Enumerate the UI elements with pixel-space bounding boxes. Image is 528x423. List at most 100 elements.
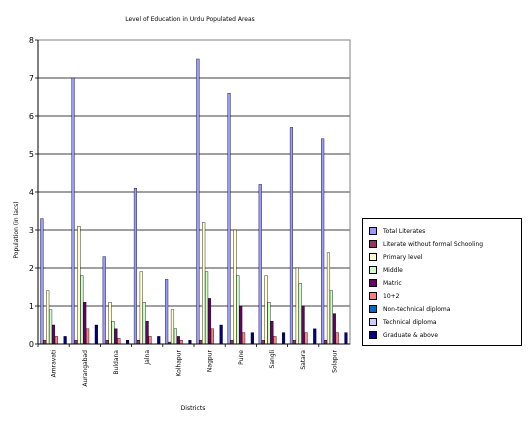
bar bbox=[202, 222, 206, 345]
y-tick-label: 0 bbox=[29, 340, 34, 349]
legend-item: Technical diploma bbox=[369, 316, 437, 328]
chart-title: Level of Education in Urdu Populated Are… bbox=[125, 16, 255, 23]
x-tick-label: Aurangabad bbox=[82, 350, 89, 387]
bar bbox=[289, 127, 294, 345]
bar bbox=[329, 290, 333, 345]
bar bbox=[258, 184, 262, 345]
bar bbox=[210, 328, 214, 345]
legend-label: Non-technical diploma bbox=[383, 305, 451, 313]
bar bbox=[142, 302, 146, 345]
bar bbox=[281, 332, 286, 345]
bar bbox=[233, 229, 237, 345]
bar bbox=[321, 138, 325, 345]
bar bbox=[170, 309, 175, 345]
bar bbox=[133, 187, 138, 345]
bar bbox=[298, 283, 302, 345]
legend-label: 10+2 bbox=[383, 292, 400, 300]
bar bbox=[54, 336, 58, 345]
y-tick-label: 6 bbox=[29, 112, 34, 121]
bar bbox=[219, 324, 223, 345]
bar bbox=[173, 328, 177, 345]
bar bbox=[136, 340, 140, 345]
legend-swatch bbox=[369, 240, 377, 248]
legend-swatch bbox=[369, 292, 377, 300]
y-tick-label: 8 bbox=[29, 36, 34, 45]
legend-swatch bbox=[369, 279, 377, 287]
x-tick-label: Solapur bbox=[331, 349, 338, 372]
legend-swatch bbox=[369, 331, 377, 339]
bar bbox=[179, 340, 183, 345]
bar bbox=[102, 256, 106, 345]
bar bbox=[295, 267, 299, 345]
bar bbox=[43, 340, 47, 345]
x-tick-label: Buldana bbox=[113, 350, 120, 375]
y-tick-label: 3 bbox=[29, 226, 34, 235]
y-tick-label: 4 bbox=[29, 188, 34, 197]
legend-label: Middle bbox=[383, 266, 403, 274]
legend-label: Technical diploma bbox=[383, 318, 437, 326]
bar bbox=[46, 290, 50, 345]
legend-swatch bbox=[369, 253, 377, 261]
bar bbox=[40, 218, 44, 345]
bar bbox=[148, 336, 152, 345]
bar bbox=[250, 332, 254, 345]
bars bbox=[40, 58, 348, 345]
bar bbox=[51, 324, 56, 345]
bar bbox=[199, 340, 203, 345]
bar bbox=[77, 225, 81, 345]
legend-label: Literate without formal Schooling bbox=[383, 240, 484, 248]
y-tick-label: 7 bbox=[29, 74, 34, 83]
y-tick-label: 2 bbox=[29, 264, 34, 273]
bar bbox=[261, 340, 265, 345]
bar bbox=[111, 321, 115, 345]
bar bbox=[344, 332, 348, 345]
bar bbox=[292, 340, 296, 345]
bar bbox=[236, 275, 240, 345]
bar bbox=[196, 58, 200, 345]
legend-item: Matric bbox=[369, 277, 402, 289]
bar bbox=[165, 279, 169, 345]
bar bbox=[83, 302, 87, 345]
x-tick-label: Amravati bbox=[51, 350, 58, 378]
x-axis-label: Districts bbox=[181, 405, 206, 412]
bar bbox=[335, 332, 339, 345]
legend-label: Graduate & above bbox=[383, 331, 439, 339]
bar bbox=[239, 305, 243, 345]
bar bbox=[270, 321, 274, 345]
axes: 0 1 2 3 4 5 6 7 8 Amravati Aurangabad Buldana Jalna K… bbox=[29, 36, 351, 387]
bar bbox=[326, 252, 331, 345]
bar bbox=[145, 321, 149, 345]
bar bbox=[301, 305, 305, 345]
bar bbox=[80, 275, 84, 345]
bar bbox=[49, 309, 53, 345]
bar bbox=[227, 92, 231, 345]
bar bbox=[267, 302, 271, 345]
x-tick-label: Kolhapur bbox=[175, 349, 182, 376]
legend-item: Literate without formal Schooling bbox=[369, 238, 483, 250]
bar bbox=[125, 340, 130, 345]
legend-label: Total Literates bbox=[383, 227, 426, 235]
legend-swatch bbox=[369, 318, 377, 326]
bar bbox=[332, 313, 336, 345]
bar bbox=[264, 275, 268, 345]
legend-label: Matric bbox=[383, 279, 402, 287]
legend-swatch bbox=[369, 305, 377, 313]
bar bbox=[324, 340, 328, 345]
bar bbox=[94, 324, 98, 345]
bar bbox=[176, 336, 180, 345]
bar bbox=[139, 271, 143, 345]
x-tick-label: Jalna bbox=[144, 350, 151, 366]
bar bbox=[63, 336, 67, 345]
legend-item: Graduate & above bbox=[369, 329, 438, 341]
x-tick-label: Nagpur bbox=[207, 349, 214, 372]
bar bbox=[273, 336, 277, 345]
bar bbox=[205, 271, 209, 345]
bar bbox=[188, 340, 192, 345]
x-tick-label: Satara bbox=[300, 350, 307, 370]
bar bbox=[105, 340, 109, 345]
bar bbox=[242, 332, 246, 345]
legend-swatch bbox=[369, 266, 377, 274]
bar bbox=[117, 338, 121, 345]
x-tick-label: Pune bbox=[238, 350, 245, 365]
